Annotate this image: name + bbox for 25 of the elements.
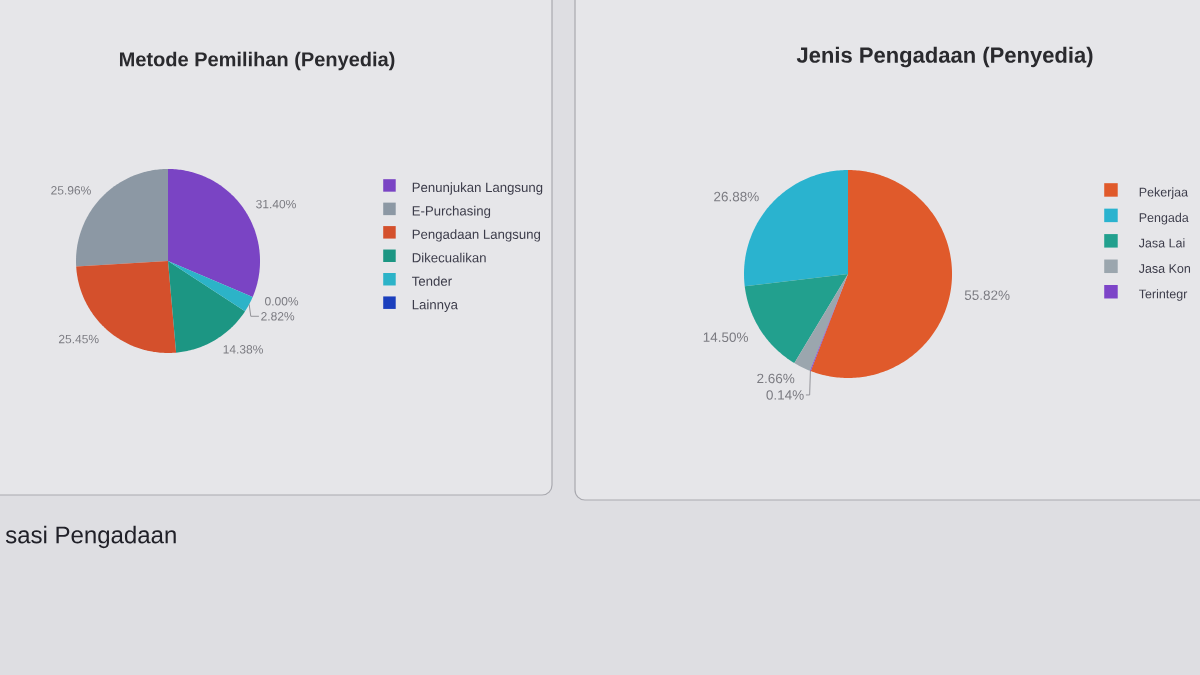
data-label: 14.38%	[223, 345, 263, 354]
legend-label: Jasa Lai	[1138, 238, 1185, 248]
data-label: 55.82%	[964, 290, 1010, 300]
legend-label: Tender	[412, 276, 452, 286]
data-label: 25.45%	[58, 334, 99, 344]
data-label: 14.50%	[703, 332, 748, 342]
legend-label: Terintegr	[1139, 289, 1188, 301]
chart-title: Jenis Pengadaan (Penyedia)	[796, 46, 1093, 68]
chart-title: Metode Pemilihan (Penyedia)	[119, 51, 395, 71]
legend-label: Jasa Kon	[1138, 264, 1191, 273]
legend-label: Pengadaan Langsung	[412, 229, 540, 242]
legend-label: E-Purchasing	[412, 205, 491, 219]
legend-label: Dikecualikan	[412, 252, 486, 263]
legend-label: Pekerjaa	[1139, 187, 1189, 200]
text: sasi Pengadaan	[5, 525, 176, 549]
text: 0.00%	[265, 297, 299, 306]
data-label: 26.88%	[714, 191, 759, 202]
legend-label: Penunjukan Langsung	[412, 182, 543, 195]
data-label: 31.40%	[256, 199, 296, 209]
data-label: 25.96%	[51, 186, 91, 195]
legend-label: Pengada	[1139, 212, 1189, 225]
data-label: 2.66%	[757, 373, 795, 384]
legend-label: Lainnya	[412, 299, 458, 312]
data-label: 0.14%	[766, 390, 804, 400]
data-label: 2.82%	[261, 312, 295, 321]
